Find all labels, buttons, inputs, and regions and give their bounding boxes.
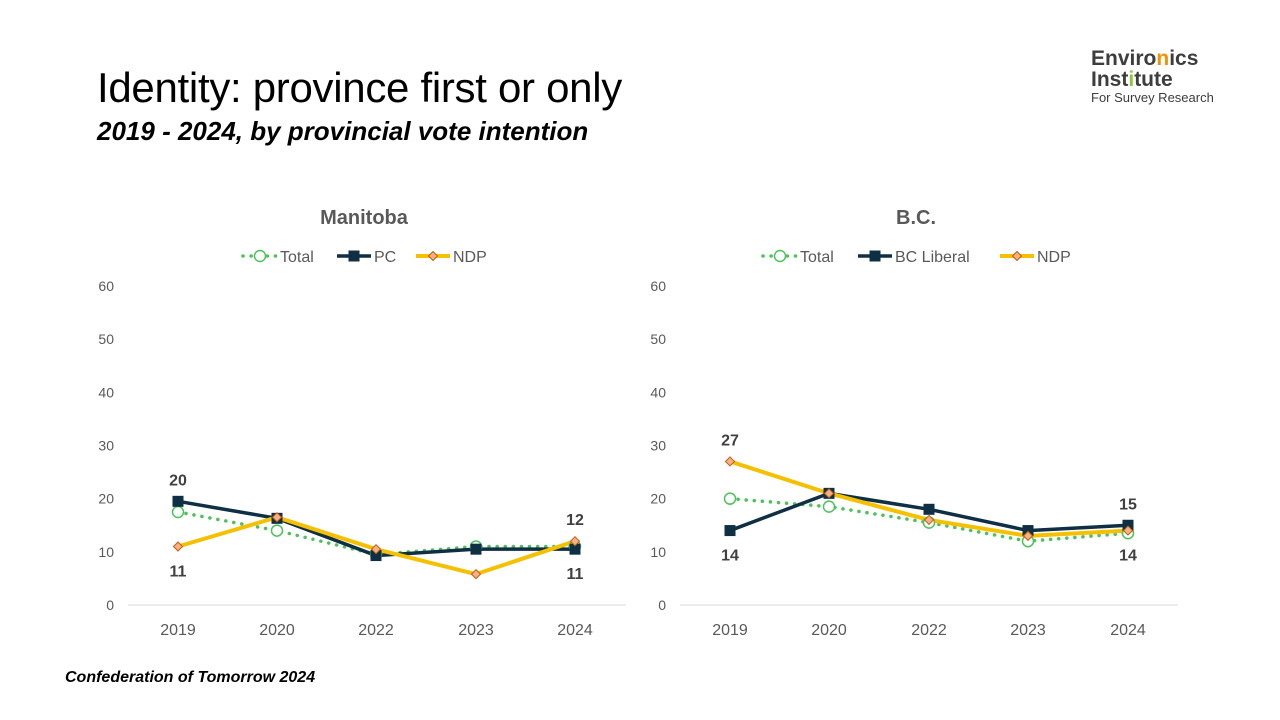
logo-line-1-c: ics — [1169, 47, 1199, 70]
bc-series-1-point-2 — [923, 503, 935, 515]
manitoba-y-tick-10: 10 — [98, 544, 114, 560]
bc-y-tick-50: 50 — [650, 331, 666, 347]
bc-series-0-point-1 — [822, 500, 836, 513]
bc-y-tick-0: 0 — [658, 597, 666, 613]
manitoba-y-tick-50: 50 — [98, 331, 114, 347]
bc-legend-label-0: Total — [800, 249, 834, 266]
bc-chart-title: B.C. — [896, 207, 936, 229]
bc-legend-swatch-marker-0 — [773, 249, 787, 263]
page-title: Identity: province first or only — [97, 64, 622, 111]
bc-x-tick-2024: 2024 — [1110, 622, 1146, 639]
manitoba-data-label-1: 11 — [170, 564, 187, 581]
bc-series-2-point-4 — [1122, 525, 1134, 536]
manitoba-series-2-point-1 — [271, 512, 283, 523]
bc-series-2-point-3 — [1022, 530, 1034, 542]
logo-line-2-c: tute — [1134, 68, 1173, 91]
bc-data-label-3: 14 — [1119, 548, 1137, 565]
manitoba-series-2-point-0 — [172, 541, 184, 552]
manitoba-series-1-point-0 — [172, 495, 184, 507]
manitoba-legend-swatch-marker-1 — [348, 250, 360, 262]
manitoba-legend-swatch-marker-2 — [427, 250, 439, 262]
bc-data-label-2: 15 — [1119, 496, 1137, 513]
logo-line-2: Institute — [1091, 69, 1214, 90]
bc-y-tick-30: 30 — [650, 438, 666, 454]
logo-line-2-a: Inst — [1091, 68, 1129, 91]
manitoba-y-tick-30: 30 — [98, 438, 114, 454]
bc-legend-label-2: NDP — [1037, 249, 1071, 266]
manitoba-chart-title: Manitoba — [320, 207, 409, 229]
manitoba-x-tick-2023: 2023 — [458, 622, 494, 639]
manitoba-x-tick-2020: 2020 — [259, 622, 295, 639]
bc-legend-swatch-marker-2 — [1011, 250, 1023, 262]
manitoba-x-tick-2024: 2024 — [557, 622, 593, 639]
bc-data-label-1: 14 — [721, 548, 739, 565]
bc-x-tick-2019: 2019 — [712, 622, 748, 639]
manitoba-y-tick-40: 40 — [98, 384, 114, 400]
logo-line-1: Environics — [1091, 48, 1214, 69]
environics-logo: Environics Institute For Survey Research — [1091, 48, 1214, 104]
manitoba-y-tick-60: 60 — [98, 278, 114, 294]
manitoba-data-label-0: 20 — [169, 472, 187, 489]
logo-line-1-accent: n — [1156, 47, 1170, 70]
page-subtitle: 2019 - 2024, by provincial vote intentio… — [97, 116, 589, 146]
manitoba-y-tick-0: 0 — [106, 597, 114, 613]
logo-line-2-accent: i — [1128, 68, 1135, 91]
manitoba-x-tick-2022: 2022 — [358, 622, 394, 639]
bc-series-1-point-0 — [724, 525, 736, 537]
bc-y-tick-20: 20 — [650, 491, 666, 507]
manitoba-y-tick-20: 20 — [98, 491, 114, 507]
manitoba-series-1-point-3 — [470, 543, 482, 555]
bc-legend-swatch-marker-1 — [869, 250, 881, 262]
bc-data-label-0: 27 — [721, 432, 739, 449]
bc-x-tick-2023: 2023 — [1010, 622, 1046, 639]
manitoba-legend-label-0: Total — [280, 249, 314, 266]
manitoba-data-label-3: 11 — [567, 566, 584, 583]
bc-series-2-point-2 — [923, 514, 935, 526]
manitoba-legend-label-1: PC — [374, 249, 396, 266]
manitoba-legend-swatch-marker-0 — [253, 249, 267, 263]
bc-series-2-point-1 — [823, 488, 835, 499]
manitoba-series-2-point-4 — [569, 535, 581, 547]
bc-legend-label-1: BC Liberal — [895, 249, 970, 266]
logo-line-1-a: Enviro — [1091, 47, 1157, 70]
bc-series-0-point-0 — [723, 492, 737, 505]
manitoba-series-0-point-1 — [270, 524, 284, 537]
bc-y-tick-10: 10 — [650, 544, 666, 560]
bc-series-2-point-0 — [724, 456, 736, 467]
manitoba-series-2-point-3 — [470, 568, 482, 580]
bc-x-tick-2022: 2022 — [911, 622, 947, 639]
bc-y-tick-40: 40 — [650, 384, 666, 400]
manitoba-series-2-point-2 — [370, 543, 382, 555]
bc-y-tick-60: 60 — [650, 278, 666, 294]
manitoba-data-label-2: 12 — [566, 512, 584, 529]
manitoba-x-tick-2019: 2019 — [160, 622, 196, 639]
logo-line-3: For Survey Research — [1091, 90, 1214, 105]
manitoba-legend-label-2: NDP — [453, 249, 487, 266]
manitoba-series-0-point-0 — [171, 505, 185, 519]
footer-source: Confederation of Tomorrow 2024 — [65, 669, 316, 686]
bc-x-tick-2020: 2020 — [811, 622, 847, 639]
